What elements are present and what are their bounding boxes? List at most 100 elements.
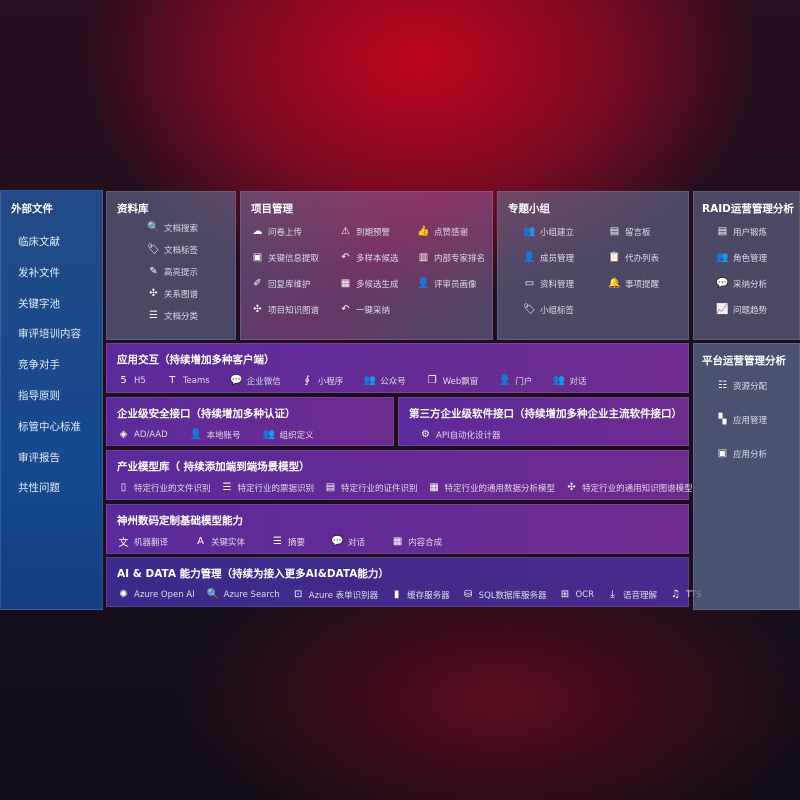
security-item[interactable]: 👥 组织定义 [263, 428, 314, 441]
reply-icon: ↶ [341, 304, 350, 315]
sidebar-item[interactable]: 指导原则 [18, 389, 60, 402]
project-item[interactable]: ✣ 项目知识图谱 [251, 303, 339, 316]
sidebar-item[interactable]: 审评培训内容 [18, 328, 81, 341]
app-item[interactable]: 5 H5 [117, 374, 146, 387]
app-item[interactable]: 👥 公众号 [363, 374, 406, 387]
project-item[interactable]: ▥ 内部专家排名 [417, 251, 497, 264]
industry-title: 产业模型库（ 持续添加端到端场景模型） [117, 461, 310, 473]
openai-icon: ✺ [119, 589, 128, 600]
ai-item-label: 缓存服务器 [407, 590, 450, 601]
ranking-icon: ▥ [418, 252, 429, 263]
thirdparty-item-label: API自动化设计器 [436, 430, 501, 441]
library-item[interactable]: ☰ 文档分类 [147, 309, 225, 322]
html5-icon: 5 [120, 375, 127, 386]
app-item[interactable]: T Teams [166, 374, 209, 387]
security-item[interactable]: ◈ AD/AAD [117, 428, 168, 441]
industry-item[interactable]: ▤ 特定行业的证件识别 [324, 481, 418, 494]
base-item[interactable]: A 关键实体 [194, 535, 245, 548]
app-item[interactable]: 👤 门户 [498, 374, 533, 387]
raid-item[interactable]: 📈 问题趋势 [716, 303, 791, 316]
raid-item[interactable]: 👥 角色管理 [716, 251, 791, 264]
project-item[interactable]: ↶ 多样本候选 [339, 251, 417, 264]
project-item-label: 内部专家排名 [434, 253, 486, 264]
project-item[interactable]: 👍 点赞感谢 [417, 225, 497, 238]
app-item[interactable]: 💬 企业微信 [230, 374, 281, 387]
project-item[interactable]: ▣ 关键信息提取 [251, 251, 339, 264]
ai-item-label: Azure Open AI [134, 589, 195, 600]
library-item[interactable]: ✣ 关系图谱 [147, 287, 225, 300]
platform-item-label: 应用分析 [733, 449, 768, 460]
raid-item[interactable]: ▤ 用户锻炼 [716, 225, 791, 238]
industry-item[interactable]: ▦ 特定行业的通用数据分析模型 [428, 481, 555, 494]
app-title: 应用交互（持续增加多种客户端） [117, 354, 275, 366]
group-item[interactable]: 👥 小组建立 [523, 225, 608, 238]
platform-item[interactable]: ☷ 资源分配 [716, 379, 791, 392]
library-item[interactable]: ✎ 高亮提示 [147, 265, 225, 278]
app-item[interactable]: 👥 对话 [552, 374, 587, 387]
sidebar-item[interactable]: 关键字池 [18, 297, 60, 310]
security-panel: 企业级安全接口（持续增加多种认证） ◈ AD/AAD 👤 本地账号 👥 组织定义 [106, 397, 394, 446]
project-item[interactable]: ⚠ 到期预警 [339, 225, 417, 238]
platform-item[interactable]: ▣ 应用分析 [716, 447, 791, 460]
library-item[interactable]: 🔍 文档搜索 [147, 221, 225, 234]
official-account-icon: 👥 [363, 375, 376, 386]
thirdparty-item[interactable]: ⚙ API自动化设计器 [419, 428, 500, 441]
ai-item[interactable]: ▮ 缓存服务器 [390, 588, 450, 601]
library-item[interactable]: 🏷 文档标签 [147, 243, 225, 256]
sidebar-title: 外部文件 [11, 203, 53, 215]
organization-icon: 👥 [262, 429, 276, 440]
project-item[interactable]: ▦ 多候选生成 [339, 277, 417, 290]
base-item[interactable]: ▦ 内容合成 [391, 535, 442, 548]
base-item[interactable]: 文机器翻译 [117, 535, 169, 550]
member-icon: 👤 [523, 252, 536, 263]
app-item[interactable]: ❐ Web飘窗 [426, 374, 479, 387]
sidebar-item[interactable]: 审评报告 [18, 451, 60, 464]
group-item[interactable]: 🔔 事项提醒 [608, 277, 688, 290]
raid-item[interactable]: 💬 采纳分析 [716, 277, 791, 290]
project-item[interactable]: ✐ 回复库维护 [251, 277, 339, 290]
mini-program-icon: ∮ [304, 375, 310, 386]
cache-server-icon: ▮ [393, 589, 400, 600]
library-item-label: 文档标签 [164, 245, 199, 256]
industry-item[interactable]: ▯ 特定行业的文件识别 [117, 481, 211, 494]
project-item[interactable]: ↶ 一键采纳 [339, 303, 417, 316]
project-item-label: 项目知识图谱 [268, 305, 320, 316]
industry-item[interactable]: ✣ 特定行业的通用知识图谱模型 [565, 481, 692, 494]
file-icon: ▯ [120, 482, 127, 493]
ai-item[interactable]: ⤓ 语音理解 [606, 588, 657, 601]
ai-item[interactable]: ⊡ Azure 表单识别器 [292, 588, 378, 601]
app-item-label: 小程序 [317, 376, 344, 387]
project-item[interactable]: 👤 评审员画像 [417, 277, 497, 290]
ai-item[interactable]: ⊞ OCR [559, 588, 594, 601]
platform-title: 平台运营管理分析 [702, 355, 786, 367]
group-item[interactable]: 🏷 小组标签 [523, 303, 608, 316]
sidebar-item[interactable]: 发补文件 [18, 266, 60, 279]
platform-panel: 平台运营管理分析 ☷ 资源分配 ▚ 应用管理 ▣ 应用分析 [693, 343, 800, 610]
project-item[interactable]: ☁ 问卷上传 [251, 225, 339, 238]
group-item[interactable]: ▤ 留言板 [608, 225, 688, 238]
project-panel: 项目管理 ☁ 问卷上传 ⚠ 到期预警 👍 点赞感谢 ▣ 关键信息提取 ↶ 多样本候选 ▥ 内部专家排名… [240, 191, 493, 340]
sidebar-item[interactable]: 临床文献 [18, 236, 60, 248]
project-title: 项目管理 [251, 203, 293, 215]
sidebar-item[interactable]: 竞争对手 [18, 359, 60, 372]
project-item-label: 多候选生成 [356, 279, 399, 290]
group-item[interactable]: 👤 成员管理 [523, 251, 608, 264]
industry-item[interactable]: ☰ 特定行业的票据识别 [221, 481, 315, 494]
sidebar-item[interactable]: 共性问题 [18, 482, 60, 495]
pencil-icon: ✐ [253, 278, 262, 289]
group-item[interactable]: ▭ 资料管理 [523, 277, 608, 290]
clipboard-icon: 📋 [608, 252, 621, 263]
ai-item[interactable]: ✺ Azure Open AI [117, 588, 195, 601]
ai-item[interactable]: 🔍 Azure Search [207, 588, 280, 601]
security-item[interactable]: 👤 本地账号 [190, 428, 241, 441]
library-panel: 资料库 🔍 文档搜索 🏷 文档标签 ✎ 高亮提示 ✣ 关系图谱 ☰ 文档分类 [106, 191, 236, 340]
ai-item[interactable]: ⛁ SQL数据库服务器 [462, 588, 547, 601]
app-item[interactable]: ∮ 小程序 [301, 374, 344, 387]
security-item-label: 本地账号 [206, 430, 241, 441]
project-item-label: 回复库维护 [268, 279, 311, 290]
group-item[interactable]: 📋 代办列表 [608, 251, 688, 264]
platform-item[interactable]: ▚ 应用管理 [716, 413, 791, 426]
base-item[interactable]: 💬 对话 [331, 535, 365, 548]
base-item[interactable]: ☰ 摘要 [271, 535, 305, 548]
sidebar-item[interactable]: 标管中心标准 [18, 420, 81, 433]
